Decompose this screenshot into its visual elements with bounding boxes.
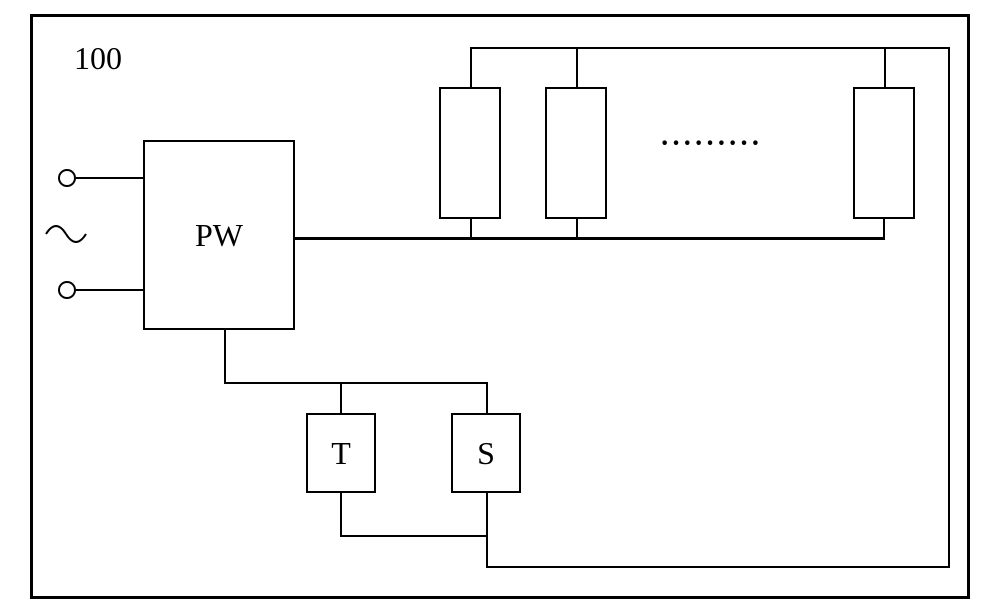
- block-load-2: [545, 87, 607, 219]
- wire-pw-to-t-h: [224, 382, 342, 384]
- wire-bottom-return: [486, 566, 950, 568]
- wire-s-top-stub: [486, 382, 488, 413]
- block-s-label: S: [477, 435, 495, 472]
- block-s: S: [451, 413, 521, 493]
- block-pw-label: PW: [195, 217, 243, 254]
- wire-s-bot-up: [486, 493, 488, 568]
- input-terminal-top: [58, 169, 76, 187]
- wire-top-bus: [470, 47, 950, 49]
- ac-sine-icon: [44, 222, 88, 246]
- wire-load3-top-stub: [884, 47, 886, 87]
- wire-pw-out-mid: [295, 237, 885, 240]
- block-t-label: T: [331, 435, 351, 472]
- reference-number: 100: [74, 40, 122, 77]
- wire-term-bot-to-pw: [76, 289, 143, 291]
- wire-t-bot-down: [340, 493, 342, 537]
- wire-load2-top-stub: [576, 47, 578, 87]
- wire-t-top-stub: [340, 382, 342, 413]
- block-t: T: [306, 413, 376, 493]
- wire-t-to-s-bot: [340, 535, 488, 537]
- ellipsis-icon: ·········: [660, 128, 762, 160]
- wire-top-bus-right-drop: [948, 47, 950, 568]
- wire-load1-top-stub: [470, 47, 472, 87]
- wire-t-to-s-top: [340, 382, 488, 384]
- block-load-1: [439, 87, 501, 219]
- input-terminal-bottom: [58, 281, 76, 299]
- wire-load1-bot-stub: [470, 219, 472, 238]
- block-pw: PW: [143, 140, 295, 330]
- wire-load2-bot-stub: [576, 219, 578, 238]
- wire-pw-down: [224, 330, 226, 384]
- wire-load3-bot-stub: [883, 219, 885, 238]
- block-load-3: [853, 87, 915, 219]
- wire-term-top-to-pw: [76, 177, 143, 179]
